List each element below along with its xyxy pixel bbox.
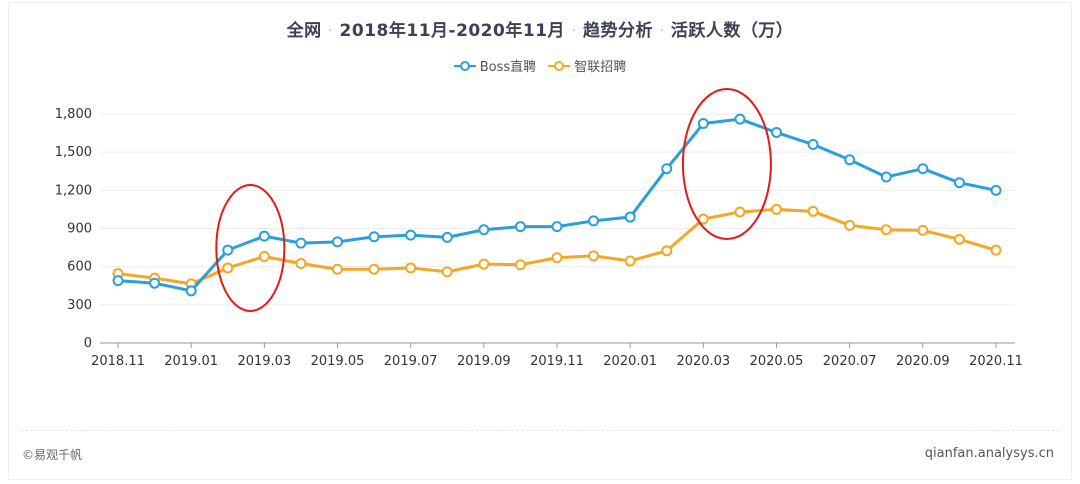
title-separator: ·: [658, 21, 665, 41]
data-point-boss: [734, 113, 746, 125]
data-point-boss: [222, 244, 234, 256]
series-line-zhilian: [117, 207, 997, 286]
data-point-zhilian: [734, 206, 746, 218]
data-point-zhilian: [771, 203, 782, 215]
chart-title: 全网 · 2018年11月-2020年11月 · 趋势分析 · 活跃人数（万）: [0, 16, 1080, 41]
series-line-boss: [117, 117, 997, 293]
y-tick-label: 300: [67, 298, 92, 313]
data-point-boss: [514, 221, 526, 233]
data-point-zhilian: [478, 258, 490, 270]
title-separator: ·: [571, 21, 577, 41]
y-tick-label: 900: [67, 222, 92, 237]
highlight-ellipse: [681, 88, 772, 240]
y-tick-label: 1,800: [55, 107, 92, 122]
footer-divider: [20, 430, 1060, 431]
title-separator: ·: [327, 21, 334, 41]
data-point-zhilian: [332, 263, 343, 275]
x-tick-label: 2019.09: [457, 354, 511, 369]
x-tick-label: 2019.03: [237, 354, 291, 369]
data-point-boss: [478, 224, 490, 236]
data-point-boss: [844, 154, 856, 166]
title-part-2: 2018年11月-2020年11月: [339, 21, 566, 41]
x-tick-label: 2019.07: [384, 354, 438, 369]
data-point-boss: [917, 163, 929, 175]
x-tick-label: 2019.01: [164, 354, 218, 369]
legend-item-zhilian[interactable]: 智联招聘: [548, 56, 626, 75]
data-point-zhilian: [844, 219, 856, 231]
legend-label-boss: Boss直聘: [479, 60, 537, 75]
data-point-boss: [295, 237, 307, 249]
footer-copyright: ©易观千帆: [22, 448, 83, 462]
title-part-4: 活跃人数（万）: [670, 21, 794, 41]
data-point-zhilian: [880, 224, 892, 236]
y-tick-label: 1,500: [55, 145, 92, 160]
x-tick-label: 2020.07: [823, 354, 877, 369]
highlight-ellipse: [215, 184, 286, 312]
data-point-boss: [624, 211, 636, 223]
data-point-zhilian: [697, 213, 709, 225]
data-point-boss: [661, 163, 673, 175]
data-point-zhilian: [917, 224, 929, 236]
line-chart: 0 300 600 900 1,200 1,500 1,800 2018.11 2019.01 2…: [55, 88, 1023, 369]
y-tick-label: 600: [67, 260, 92, 275]
data-point-zhilian: [551, 252, 563, 264]
data-point-zhilian: [661, 245, 673, 257]
data-point-zhilian: [368, 263, 380, 275]
legend-marker-zhilian: [548, 60, 571, 71]
title-part-3: 趋势分析: [582, 21, 653, 41]
data-point-boss: [880, 171, 892, 183]
y-tick-label: 0: [84, 336, 92, 351]
chart-frame: [8, 2, 1072, 480]
data-point-zhilian: [588, 250, 600, 262]
data-point-boss: [441, 231, 453, 243]
data-point-boss: [588, 215, 600, 227]
x-tick-label: 2020.01: [603, 354, 657, 369]
x-tick-label: 2020.05: [750, 354, 804, 369]
data-point-boss: [185, 285, 197, 297]
data-point-zhilian: [514, 259, 526, 271]
data-point-boss: [258, 230, 270, 242]
x-tick-label: 2020.09: [896, 354, 950, 369]
legend-label-zhilian: 智联招聘: [574, 60, 627, 75]
x-tick-label: 2018.11: [91, 354, 145, 369]
chart-legend: Boss直聘 智联招聘: [0, 56, 1080, 76]
data-point-zhilian: [807, 205, 819, 217]
data-point-zhilian: [624, 255, 636, 267]
data-point-boss: [990, 184, 1002, 196]
x-tick-label: 2020.03: [676, 354, 730, 369]
data-point-boss: [368, 231, 380, 243]
x-tick-label: 2019.11: [530, 354, 584, 369]
data-point-zhilian: [258, 250, 270, 262]
data-point-boss: [551, 221, 563, 233]
data-point-zhilian: [405, 262, 417, 274]
data-point-boss: [112, 275, 124, 287]
data-point-boss: [697, 118, 709, 130]
x-tick-label: 2019.05: [311, 354, 365, 369]
data-point-boss: [149, 277, 161, 289]
data-point-boss: [807, 139, 819, 151]
data-point-boss: [332, 236, 343, 248]
y-tick-label: 1,200: [55, 183, 92, 198]
data-point-boss: [953, 177, 965, 189]
data-point-zhilian: [953, 233, 965, 245]
data-point-boss: [771, 126, 782, 138]
x-tick-label: 2020.11: [969, 354, 1023, 369]
data-point-boss: [405, 229, 417, 241]
title-part-1: 全网: [286, 21, 322, 41]
data-point-zhilian: [295, 257, 307, 269]
legend-marker-boss: [453, 60, 476, 71]
legend-item-boss[interactable]: Boss直聘: [453, 56, 537, 75]
data-point-zhilian: [990, 244, 1002, 256]
data-point-zhilian: [222, 262, 234, 274]
footer-source-url: qianfan.analysys.cn: [924, 446, 1054, 461]
data-point-zhilian: [441, 266, 453, 278]
